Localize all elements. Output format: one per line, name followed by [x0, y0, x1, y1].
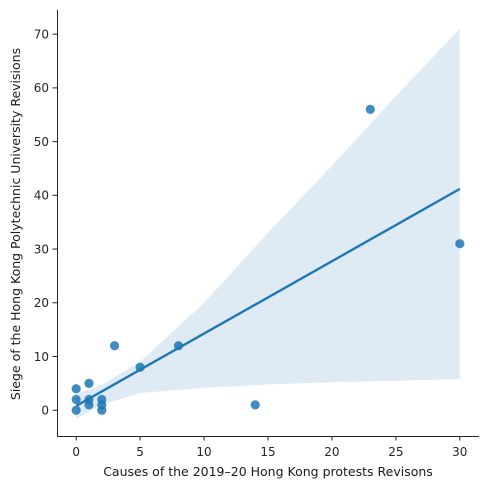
scatter-point	[72, 384, 81, 393]
x-axis-title: Causes of the 2019–20 Hong Kong protests…	[103, 464, 433, 479]
y-ticks: 0 10 20 30 40 50 60 70	[34, 27, 57, 417]
confidence-band	[76, 29, 460, 419]
scatter-point	[251, 400, 260, 409]
y-tick-label: 40	[34, 189, 49, 203]
scatter-point	[366, 105, 375, 114]
scatter-point	[72, 395, 81, 404]
x-tick-label: 30	[452, 445, 467, 459]
x-tick-label: 15	[260, 445, 275, 459]
confidence-band-layer	[76, 29, 460, 419]
scatter-point	[97, 406, 106, 415]
y-tick-label: 70	[34, 27, 49, 41]
y-axis-title: Siege of the Hong Kong Polytechnic Unive…	[8, 48, 23, 400]
scatter-point	[84, 379, 93, 388]
scatter-point	[72, 406, 81, 415]
y-tick-label: 30	[34, 242, 49, 256]
scatter-point	[110, 341, 119, 350]
scatter-point	[455, 239, 464, 248]
x-tick-label: 5	[136, 445, 144, 459]
y-tick-label: 60	[34, 81, 49, 95]
y-tick-label: 10	[34, 350, 49, 364]
x-tick-label: 20	[324, 445, 339, 459]
y-tick-label: 20	[34, 296, 49, 310]
y-tick-label: 50	[34, 135, 49, 149]
x-ticks: 0 5 10 15 20 25 30	[72, 436, 467, 459]
x-tick-label: 25	[388, 445, 403, 459]
y-tick-label: 0	[41, 404, 49, 418]
x-tick-label: 10	[196, 445, 211, 459]
x-tick-label: 0	[72, 445, 80, 459]
